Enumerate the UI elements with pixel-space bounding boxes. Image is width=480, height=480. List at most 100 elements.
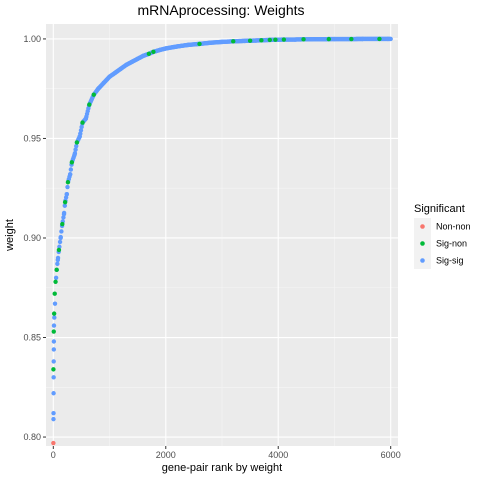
data-point-sig-sig <box>52 301 58 306</box>
x-tick-label: 2000 <box>156 450 176 460</box>
data-point-sig-sig <box>135 56 140 62</box>
data-point-non-non <box>51 440 56 446</box>
data-point-sig-sig <box>101 80 107 85</box>
data-point-sig-non <box>259 38 264 43</box>
data-point-sig-non <box>273 37 278 42</box>
data-point-sig-sig <box>112 70 118 75</box>
data-point-sig-non <box>53 279 58 284</box>
data-point-sig-sig <box>72 152 77 157</box>
data-point-sig-sig <box>51 416 56 422</box>
data-point-sig-non <box>51 367 56 372</box>
data-points <box>51 36 393 446</box>
y-tick-label: 0.95 <box>23 133 41 143</box>
data-point-sig-non <box>326 36 332 42</box>
data-point-sig-sig <box>292 37 298 42</box>
x-axis-title: gene-pair rank by weight <box>162 462 282 474</box>
data-point-sig-sig <box>65 184 70 190</box>
data-point-sig-non <box>301 37 306 42</box>
data-point-sig-non <box>197 41 202 47</box>
data-point-sig-sig <box>51 375 56 380</box>
data-point-sig-sig <box>61 211 67 217</box>
y-axis-tick-labels: 0.80 0.85 0.90 0.95 1.00 <box>23 34 41 442</box>
data-point-sig-sig <box>309 37 315 42</box>
data-point-sig-non <box>281 37 287 42</box>
data-point-sig-sig <box>55 257 61 263</box>
legend-key-dot <box>420 224 425 229</box>
data-point-sig-sig <box>51 359 56 364</box>
data-point-sig-sig <box>55 261 60 267</box>
data-point-sig-sig <box>67 172 73 177</box>
data-point-sig-sig <box>219 39 225 45</box>
data-point-sig-non <box>146 51 152 57</box>
data-point-sig-non <box>69 160 75 165</box>
x-tick-label: 6000 <box>381 450 401 460</box>
data-point-sig-sig <box>124 62 129 68</box>
data-point-sig-sig <box>62 203 67 208</box>
data-point-sig-sig <box>57 239 63 245</box>
data-point-sig-sig <box>68 167 74 172</box>
data-point-sig-non <box>87 102 92 107</box>
data-point-sig-sig <box>79 124 84 130</box>
data-point-sig-sig <box>78 128 84 133</box>
legend-label: Non-non <box>436 222 471 232</box>
data-point-sig-sig <box>61 215 66 220</box>
data-point-sig-non <box>56 247 62 253</box>
data-point-sig-sig <box>163 46 168 51</box>
data-point-sig-non <box>247 38 253 43</box>
y-tick-label: 0.80 <box>23 432 41 442</box>
y-axis-title: weight <box>4 219 16 252</box>
data-point-sig-sig <box>53 275 59 280</box>
data-point-sig-sig <box>129 59 135 65</box>
y-tick-label: 0.90 <box>23 233 41 243</box>
data-point-sig-sig <box>253 38 258 43</box>
data-point-sig-sig <box>51 339 57 344</box>
x-axis-tick-labels: 0 2000 4000 6000 <box>51 450 401 460</box>
data-point-sig-sig <box>385 36 391 42</box>
data-point-sig-non <box>60 221 65 227</box>
axis-ticks <box>43 38 392 449</box>
data-point-sig-sig <box>74 143 79 149</box>
data-point-sig-sig <box>332 36 337 42</box>
data-point-sig-sig <box>73 147 78 152</box>
data-point-sig-non <box>231 39 236 44</box>
legend-key-dot <box>420 241 425 246</box>
data-point-sig-sig <box>157 47 163 53</box>
data-point-sig-non <box>151 49 156 55</box>
legend-title: Significant <box>414 203 465 215</box>
data-point-sig-non <box>52 291 57 296</box>
data-point-sig-sig <box>96 86 101 91</box>
legend-label: Sig-non <box>436 239 467 249</box>
legend-label: Sig-sig <box>436 256 464 266</box>
y-tick-label: 1.00 <box>23 34 41 44</box>
data-point-sig-non <box>80 120 85 125</box>
legend: Significant Non-non Sig-non Sig-sig <box>414 203 471 269</box>
data-point-sig-non <box>377 36 382 42</box>
data-point-sig-non <box>267 37 272 43</box>
data-point-sig-sig <box>52 315 57 320</box>
data-point-sig-sig <box>208 40 213 45</box>
data-point-sig-non <box>65 180 71 185</box>
data-point-sig-sig <box>51 347 57 352</box>
data-point-sig-non <box>51 329 56 334</box>
data-point-sig-sig <box>51 410 56 416</box>
legend-key-dot <box>420 258 425 263</box>
data-point-sig-non <box>54 267 59 273</box>
data-point-sig-sig <box>64 191 70 197</box>
data-point-sig-non <box>74 140 80 145</box>
y-tick-label: 0.85 <box>23 333 41 343</box>
data-point-sig-sig <box>118 66 123 71</box>
data-point-sig-sig <box>83 116 89 121</box>
minor-grid <box>46 24 398 446</box>
data-point-sig-non <box>91 92 96 97</box>
data-point-sig-sig <box>242 38 247 44</box>
data-point-sig-sig <box>107 74 112 79</box>
x-tick-label: 0 <box>51 450 56 460</box>
data-point-sig-sig <box>77 134 82 139</box>
x-tick-label: 4000 <box>268 450 288 460</box>
data-point-sig-sig <box>58 235 63 241</box>
data-point-sig-sig <box>51 391 56 396</box>
data-point-sig-sig <box>174 44 180 49</box>
data-point-sig-non <box>349 36 354 42</box>
data-point-sig-non <box>62 199 68 205</box>
chart-title: mRNAprocessing: Weights <box>137 2 304 18</box>
